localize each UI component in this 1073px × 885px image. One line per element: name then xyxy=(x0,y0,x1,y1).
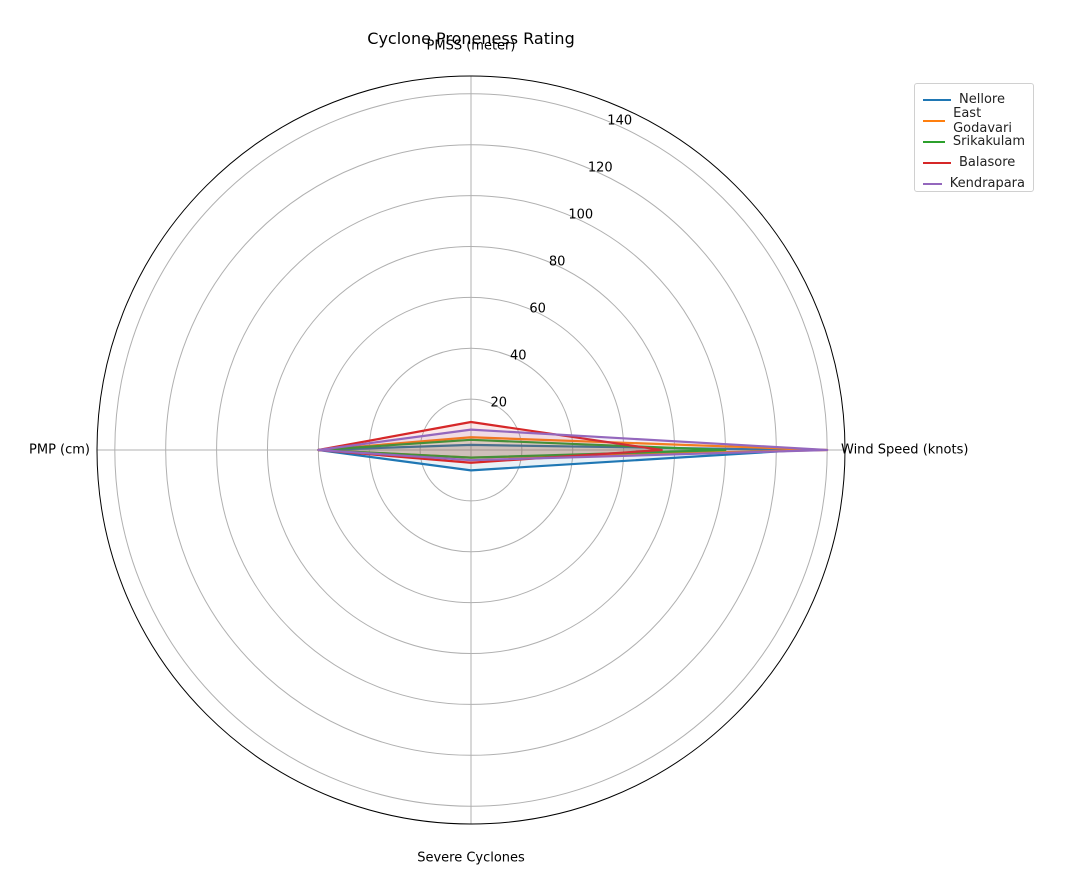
legend-item: Balasore xyxy=(923,152,1025,173)
legend-label: Srikakulam xyxy=(952,134,1025,149)
legend-swatch xyxy=(923,182,942,185)
legend: Nellore East Godavari Srikakulam Balasore Ke… xyxy=(914,83,1034,192)
outer-frame xyxy=(96,75,846,825)
r-tick-label: 40 xyxy=(510,348,527,363)
axis-label: PMP (cm) xyxy=(29,443,90,458)
chart-title: Cyclone Proneness Rating xyxy=(367,29,574,48)
r-tick-label: 140 xyxy=(607,113,632,128)
r-tick-label: 20 xyxy=(490,395,507,410)
legend-swatch xyxy=(923,98,951,101)
legend-label: Kendrapara xyxy=(949,176,1025,191)
legend-item: Nellore xyxy=(923,89,1025,110)
r-tick-label: 80 xyxy=(549,254,566,269)
legend-label: Balasore xyxy=(959,155,1016,170)
axis-label: Wind Speed (knots) xyxy=(841,443,968,458)
legend-swatch xyxy=(923,119,946,122)
legend-swatch xyxy=(923,161,951,164)
legend-swatch xyxy=(923,140,945,143)
series-polygons xyxy=(317,420,829,472)
legend-label: Nellore xyxy=(959,92,1005,107)
axis-label: Severe Cyclones xyxy=(417,851,525,866)
r-tick-label: 100 xyxy=(568,207,593,222)
r-tick-label: 60 xyxy=(529,301,546,316)
legend-item: East Godavari xyxy=(923,106,1025,136)
axis-labels: 20 40 60 80 100 120 140 Wind Speed (knots) PMSS … xyxy=(29,39,968,866)
r-tick-label: 120 xyxy=(588,160,613,175)
legend-item: Kendrapara xyxy=(923,173,1025,194)
axis-label: PMSS (meter) xyxy=(427,39,516,54)
legend-label: East Godavari xyxy=(953,105,1012,136)
series-polygon xyxy=(317,428,829,462)
legend-item: Srikakulam xyxy=(923,131,1025,152)
